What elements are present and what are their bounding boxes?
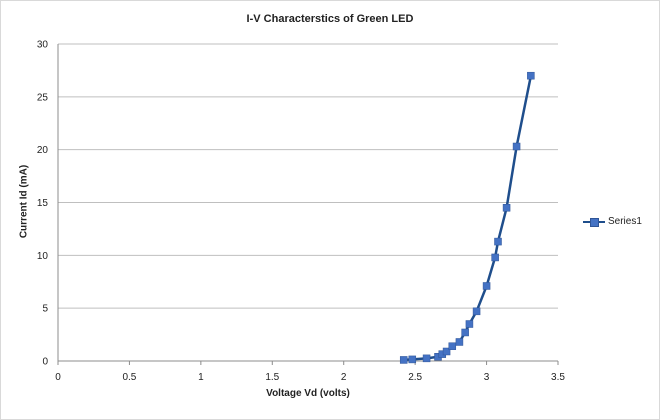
legend: Series1: [583, 216, 642, 227]
chart-title: I-V Characterstics of Green LED: [246, 13, 414, 25]
y-tick-label: 15: [37, 198, 49, 209]
y-tick-label: 20: [37, 145, 49, 156]
data-point: [491, 253, 499, 262]
data-point: [442, 347, 451, 356]
data-point: [465, 320, 474, 328]
data-point: [399, 356, 408, 364]
data-point: [461, 328, 469, 337]
y-tick-label: 10: [37, 251, 49, 262]
legend-label-series1: Series1: [608, 216, 642, 227]
data-point: [422, 354, 431, 363]
data-point: [494, 237, 502, 246]
legend-swatch: [583, 217, 605, 227]
x-tick-label: 3: [484, 372, 490, 383]
x-tick-label: 3.5: [551, 372, 565, 383]
data-point: [448, 342, 457, 350]
data-point: [455, 338, 464, 346]
y-tick-label: 0: [42, 357, 48, 368]
x-tick-label: 1: [198, 372, 204, 383]
y-axis-label: Current Id (mA): [18, 164, 30, 239]
data-point: [482, 282, 491, 290]
x-tick-label: 0.5: [122, 372, 136, 383]
data-point: [527, 71, 535, 80]
data-point: [502, 204, 511, 212]
y-tick-label: 5: [42, 304, 48, 315]
x-tick-label: 2: [341, 372, 347, 383]
data-point: [512, 142, 521, 151]
series-line-series1: [403, 75, 533, 362]
x-tick-label: 0: [55, 372, 61, 383]
x-axis-label: Voltage Vd (volts): [266, 388, 350, 399]
y-tick-label: 30: [37, 40, 49, 51]
x-tick-label: 2.5: [408, 372, 422, 383]
data-point: [408, 355, 417, 364]
y-tick-label: 25: [37, 92, 49, 103]
x-tick-label: 1.5: [265, 372, 279, 383]
data-point: [472, 307, 481, 316]
